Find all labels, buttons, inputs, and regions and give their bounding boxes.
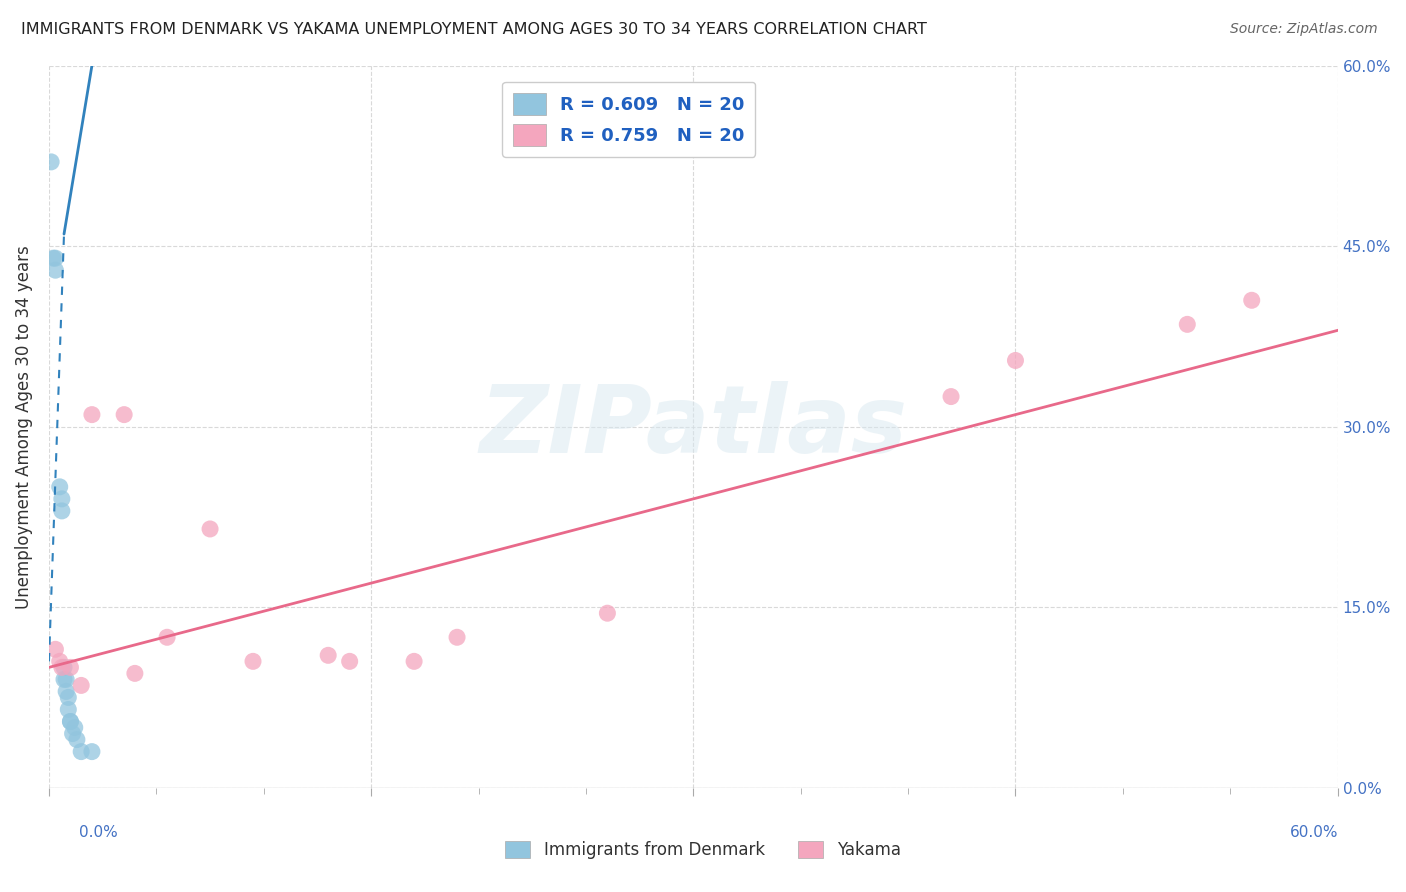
Point [242, 654, 264, 668]
Point [59, 660, 82, 674]
Point [51, 660, 73, 674]
Text: Source: ZipAtlas.com: Source: ZipAtlas.com [1230, 22, 1378, 37]
Point [48, 654, 70, 668]
Point [124, 666, 146, 681]
Point [198, 522, 221, 536]
Legend: Immigrants from Denmark, Yakama: Immigrants from Denmark, Yakama [499, 834, 907, 866]
Text: IMMIGRANTS FROM DENMARK VS YAKAMA UNEMPLOYMENT AMONG AGES 30 TO 34 YEARS CORRELA: IMMIGRANTS FROM DENMARK VS YAKAMA UNEMPL… [21, 22, 927, 37]
Point [1175, 318, 1198, 332]
Point [51, 504, 73, 518]
Point [80, 408, 103, 422]
Point [63, 721, 86, 735]
Point [59, 714, 82, 729]
Text: ZIPatlas: ZIPatlas [479, 381, 907, 473]
Point [48, 480, 70, 494]
Point [446, 630, 468, 644]
Point [58, 702, 80, 716]
Point [39, 154, 62, 169]
Point [1240, 293, 1263, 308]
Y-axis label: Unemployment Among Ages 30 to 34 years: Unemployment Among Ages 30 to 34 years [15, 244, 32, 608]
Point [62, 726, 84, 740]
Point [156, 630, 179, 644]
Point [339, 654, 361, 668]
Text: 60.0%: 60.0% [1291, 825, 1339, 840]
Point [51, 491, 73, 506]
Point [42, 251, 65, 265]
Point [55, 673, 77, 687]
Point [404, 654, 426, 668]
Point [44, 642, 66, 657]
Point [53, 673, 76, 687]
Point [53, 660, 76, 674]
Point [44, 263, 66, 277]
Point [58, 690, 80, 705]
Text: 0.0%: 0.0% [79, 825, 118, 840]
Point [59, 714, 82, 729]
Point [70, 745, 93, 759]
Point [939, 390, 962, 404]
Point [55, 684, 77, 698]
Point [66, 732, 89, 747]
Point [112, 408, 135, 422]
Point [70, 678, 93, 692]
Point [316, 648, 339, 663]
Legend: R = 0.609   N = 20, R = 0.759   N = 20: R = 0.609 N = 20, R = 0.759 N = 20 [502, 82, 755, 157]
Point [1004, 353, 1026, 368]
Point [44, 251, 66, 265]
Point [596, 606, 619, 620]
Point [80, 745, 103, 759]
